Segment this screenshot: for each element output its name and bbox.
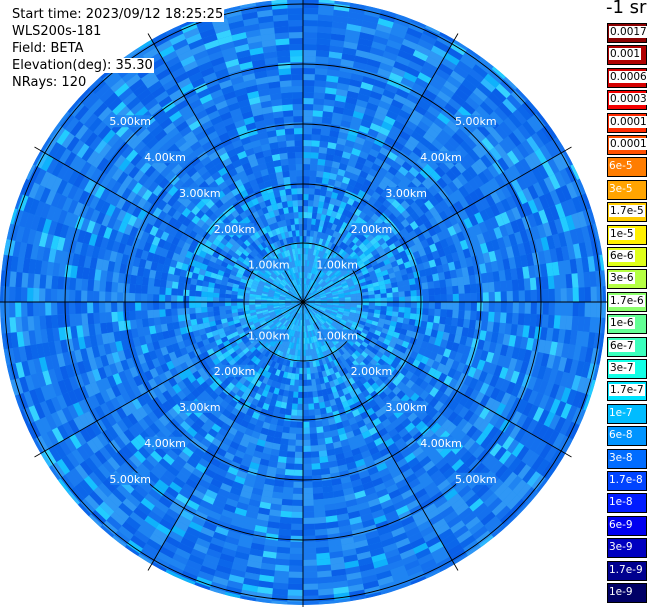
colorbar-label: 6e-6 [609, 250, 635, 262]
range-label-bg [421, 436, 461, 449]
colorbar-label: 1e-7 [609, 407, 633, 419]
colorbar-label: 3e-8 [609, 452, 633, 464]
range-label-bg [386, 187, 426, 200]
range-label-bg [145, 436, 185, 449]
range-label-bg [145, 151, 185, 164]
range-ring-label: 1.00km [248, 259, 290, 272]
colorbar-label: 0.0003 [609, 93, 647, 106]
colorbar-label: 0.0017 [609, 26, 647, 38]
azimuth-spoke [302, 301, 459, 571]
range-ring-label: 5.00km [455, 115, 497, 128]
colorbar-label: 1.7e-5 [609, 205, 645, 218]
range-ring-label: 2.00km [351, 365, 393, 378]
range-label-bg [456, 472, 496, 485]
range-ring-label: 2.00km [214, 365, 256, 378]
colorbar-label: 6e-9 [609, 519, 633, 531]
colorbar-label: 6e-7 [609, 339, 635, 352]
azimuth-spoke [34, 301, 304, 458]
range-ring-label: 5.00km [109, 115, 151, 128]
colorbar-label: 1.7e-8 [609, 474, 643, 486]
instrument-text: WLS200s-181 [11, 23, 103, 40]
range-ring-label: 4.00km [144, 151, 186, 164]
range-label-bg [386, 400, 426, 413]
colorbar-label: 3e-9 [609, 541, 633, 553]
colorbar-label: 0.001 [609, 48, 642, 61]
range-ring-label: 4.00km [420, 151, 462, 164]
range-label-bg [317, 258, 357, 271]
colorbar-label: 1e-5 [609, 227, 635, 240]
range-ring-label: 3.00km [385, 187, 427, 200]
colorbar-label: 0.0006 [609, 70, 647, 83]
range-label-bg [110, 115, 150, 128]
colorbar-label: 1e-6 [609, 317, 635, 330]
range-ring-label: 2.00km [214, 223, 256, 236]
colorbar-label: 6e-8 [609, 429, 633, 441]
range-ring-label: 5.00km [455, 473, 497, 486]
azimuth-spoke [147, 301, 304, 571]
range-label-bg [249, 258, 289, 271]
colorbar-label: 1e-8 [609, 496, 633, 508]
range-label-bg [214, 364, 255, 377]
colorbar-label: 3e-6 [609, 272, 635, 285]
range-ring-label: 3.00km [179, 187, 221, 200]
range-label-bg [421, 151, 461, 164]
range-label-bg [110, 472, 150, 485]
azimuth-spoke [302, 301, 572, 458]
azimuth-spoke [302, 33, 459, 303]
nrays-text: NRays: 120 [11, 74, 88, 91]
colorbar-label: 1.7e-7 [609, 384, 645, 397]
range-label-bg [317, 329, 357, 342]
range-label-bg [180, 187, 220, 200]
colorbar-label: 0.00017 [609, 115, 647, 128]
range-label-bg [351, 223, 392, 236]
range-ring-label: 4.00km [420, 437, 462, 450]
colorbar-label: 0.0001 [609, 138, 647, 150]
range-label-bg [456, 115, 496, 128]
azimuth-spoke [147, 33, 304, 303]
start-time-text: Start time: 2023/09/12 18:25:25 [11, 6, 225, 23]
range-ring-label: 4.00km [144, 437, 186, 450]
colorbar-label: 3e-5 [609, 183, 633, 195]
polar-grid [0, 0, 613, 607]
colorbar-label: 1e-9 [609, 586, 633, 598]
colorbar-label: 6e-5 [609, 160, 633, 172]
range-ring-label: 1.00km [316, 259, 358, 272]
colorbar-label: 1.7e-6 [609, 294, 645, 307]
azimuth-spoke [302, 146, 572, 303]
range-label-bg [351, 364, 392, 377]
range-label-bg [180, 400, 220, 413]
range-label-bg [249, 329, 289, 342]
colorbar-label: 3e-7 [609, 362, 635, 374]
range-label-bg [214, 223, 255, 236]
range-ring-labels: 1.00km 1.00km 1.00km 1.00km 2.00km 2.00km 2.00… [109, 115, 497, 486]
azimuth-spoke [34, 146, 304, 303]
range-ring-label: 1.00km [248, 329, 290, 342]
colorbar-units: -1 sr [606, 0, 646, 18]
colorbar-label: 1.7e-9 [609, 564, 643, 576]
range-ring-label: 5.00km [109, 473, 151, 486]
range-ring-label: 3.00km [179, 401, 221, 414]
range-ring-label: 3.00km [385, 401, 427, 414]
range-ring-label: 1.00km [316, 329, 358, 342]
elevation-text: Elevation(deg): 35.30 [11, 57, 154, 74]
radar-scan-disk [0, 0, 606, 605]
field-text: Field: BETA [11, 40, 85, 57]
range-ring-label: 2.00km [351, 223, 393, 236]
